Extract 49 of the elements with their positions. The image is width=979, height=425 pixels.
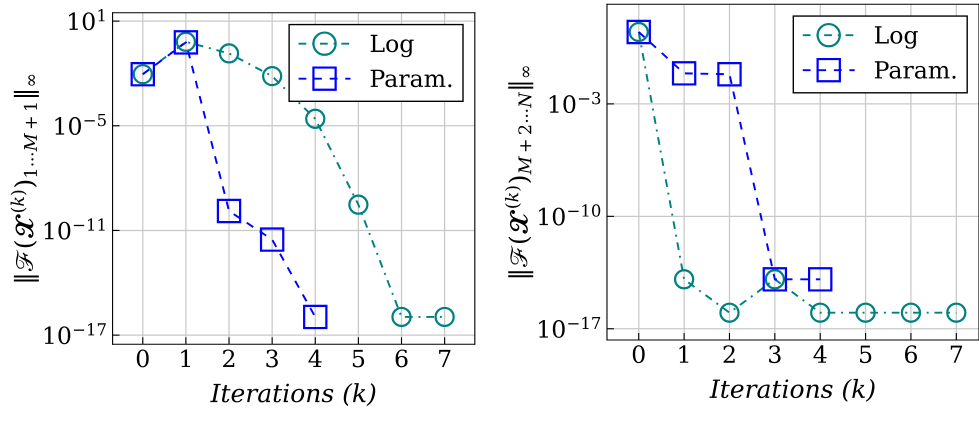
x-tick-label: 4 bbox=[813, 345, 827, 363]
point bbox=[262, 66, 282, 86]
point bbox=[810, 302, 830, 323]
point bbox=[434, 306, 455, 328]
point bbox=[391, 306, 412, 328]
point bbox=[348, 194, 369, 215]
x-tick-label: 1 bbox=[181, 350, 190, 368]
x-tick-label: 0 bbox=[632, 345, 645, 364]
x-tick-label: 7 bbox=[439, 350, 450, 368]
legend-label: Param. bbox=[874, 61, 956, 79]
x-tick-label: 2 bbox=[724, 345, 735, 363]
x-tick-label: 0 bbox=[136, 350, 149, 368]
point bbox=[216, 198, 242, 224]
x-tick-label: 2 bbox=[223, 350, 234, 368]
x-tick-label: 7 bbox=[950, 346, 962, 363]
y-axis-title: ‖ℱ(𝓧$^{(k)}$)$_{1⋯M+1}$‖$_{∞}$ bbox=[10, 74, 39, 282]
y-tick-label: 10$^{−11}$ bbox=[44, 218, 105, 240]
x-tick-label: 5 bbox=[860, 346, 872, 364]
x-axis-title: Iterations (k) bbox=[210, 383, 376, 406]
x-tick-label: 6 bbox=[905, 345, 917, 364]
y-tick-label: 10$^{−17}$ bbox=[539, 316, 600, 338]
point bbox=[900, 302, 922, 323]
point bbox=[218, 43, 240, 64]
point bbox=[946, 302, 966, 323]
x-tick-label: 6 bbox=[396, 350, 408, 368]
point bbox=[719, 302, 740, 323]
y-tick-label: 10$^{−10}$ bbox=[539, 204, 600, 226]
x-tick-label: 5 bbox=[352, 350, 364, 368]
y-tick-label: 10$^{−17}$ bbox=[44, 323, 106, 344]
x-axis-title: Iterations (k) bbox=[710, 378, 875, 402]
point bbox=[260, 227, 284, 252]
x-tick-label: 1 bbox=[679, 345, 688, 363]
point bbox=[674, 269, 694, 290]
y-tick-label: 10$^{−3}$ bbox=[550, 92, 600, 114]
y-axis-title: ‖ℱ(𝓧$^{(k)}$)$_{M+2⋯N}$‖$_{∞}$ bbox=[504, 66, 534, 278]
point bbox=[717, 62, 742, 86]
legend-label: Log bbox=[370, 34, 414, 58]
x-tick-label: 3 bbox=[266, 350, 278, 368]
legend-label: Log bbox=[874, 26, 918, 49]
legend-label: Param. bbox=[370, 70, 452, 88]
y-tick-label: 10$^{−5}$ bbox=[55, 114, 106, 135]
point bbox=[808, 267, 832, 292]
x-tick-label: 3 bbox=[769, 345, 781, 364]
y-tick-label: 10$^{1}$ bbox=[69, 9, 105, 30]
point bbox=[305, 108, 326, 129]
x-tick-label: 4 bbox=[308, 350, 322, 368]
point bbox=[855, 302, 876, 323]
point bbox=[672, 61, 696, 86]
point bbox=[303, 304, 328, 330]
